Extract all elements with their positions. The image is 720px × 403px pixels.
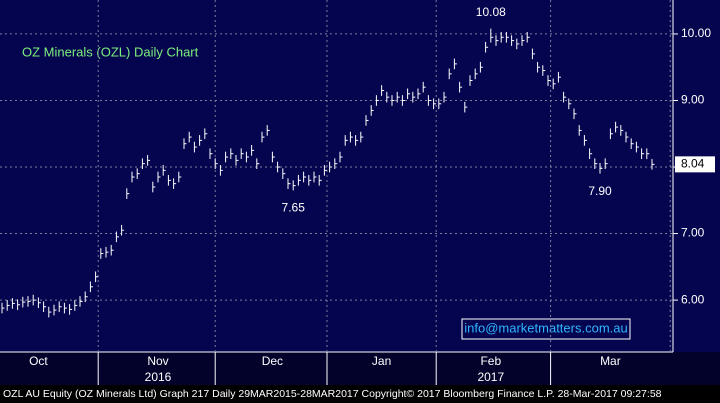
x-tick-label: Feb: [480, 354, 501, 368]
watermark-box: [461, 318, 631, 340]
watermark: info@marketmatters.com.au: [464, 320, 627, 335]
x-tick-label: Mar: [600, 354, 621, 368]
annotation: 7.65: [282, 200, 306, 214]
annotation: 7.90: [588, 184, 612, 198]
x-tick-label: Jan: [372, 354, 391, 368]
x-tick-label: Oct: [29, 354, 48, 368]
y-tick-label: 6.00: [681, 292, 705, 306]
y-tick-label: 10.00: [681, 26, 711, 40]
year-label: 2016: [145, 370, 172, 384]
last-price-label: 8.04: [681, 157, 705, 171]
axis-background: [0, 352, 720, 385]
chart-title: OZ Minerals (OZL) Daily Chart: [22, 44, 199, 59]
plot-background: [0, 0, 720, 352]
footer: OZL AU Equity (OZ Minerals Ltd) Graph 21…: [3, 388, 662, 400]
x-tick-label: Dec: [262, 354, 283, 368]
y-tick-label: 9.00: [681, 93, 705, 107]
last-price-box: [675, 156, 715, 173]
y-tick-label: 7.00: [681, 226, 705, 240]
year-label: 2017: [477, 370, 504, 384]
footer-background: [0, 385, 720, 403]
x-tick-label: Nov: [147, 354, 168, 368]
annotation: 10.08: [476, 5, 506, 19]
